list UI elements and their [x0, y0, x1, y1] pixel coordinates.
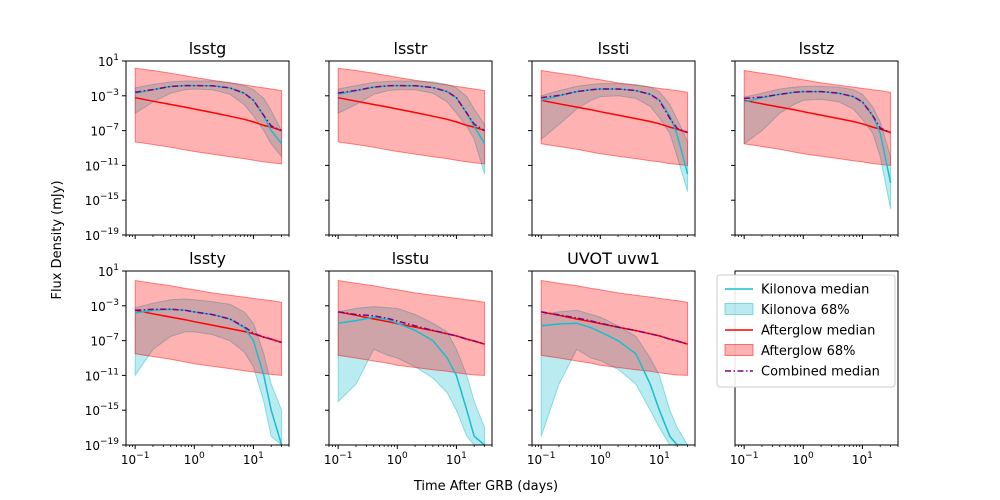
x-tick-label: 100 — [793, 451, 814, 467]
afterglow-68-band — [134, 279, 283, 376]
legend-box — [716, 274, 896, 388]
x-tick-label: 10−1 — [121, 451, 150, 467]
legend-entry: Afterglow median — [725, 324, 875, 339]
afterglow-median-line — [744, 99, 891, 134]
panels: lsstg 101 10−3 10−7 10−11 10−15 10−19 lsstr lsst… — [85, 39, 899, 467]
legend-entry: Kilonova median — [725, 283, 869, 298]
x-tick-label: 100 — [387, 451, 408, 467]
plot-area — [540, 279, 689, 445]
kilonova-68-band — [540, 83, 689, 192]
panel-uvot-uvw1: UVOT uvw1 10−1 100 101 — [527, 249, 696, 467]
legend-swatch — [724, 303, 754, 315]
x-tick-label: 10−1 — [324, 451, 353, 467]
y-tick-label: 10−3 — [90, 88, 119, 104]
x-tick-label: 100 — [590, 451, 611, 467]
x-tick-label: 101 — [852, 451, 873, 467]
afterglow-68-band — [540, 279, 689, 376]
kilonova-median-line — [135, 84, 283, 145]
panel-lsstr: lsstr — [325, 39, 493, 239]
x-tick-label: 100 — [184, 451, 205, 467]
x-tick-label: 101 — [243, 451, 264, 467]
afterglow-68-band — [337, 279, 486, 376]
axes-frame — [328, 60, 493, 236]
afterglow-median-line — [338, 96, 485, 132]
kilonova-68-band — [134, 80, 283, 159]
afterglow-median-line — [135, 96, 282, 132]
y-tick-label: 10−19 — [85, 437, 120, 453]
panel-lsstg: lsstg 101 10−3 10−7 10−11 10−15 10−19 — [85, 39, 290, 243]
y-tick-label: 101 — [98, 263, 119, 279]
kilonova-median-line — [541, 322, 688, 445]
legend-label: Afterglow 68% — [761, 344, 855, 359]
legend-entry: Afterglow 68% — [724, 344, 855, 359]
panel-title: lsstz — [799, 39, 835, 58]
axes-frame — [531, 270, 696, 446]
y-tick-label: 10−3 — [90, 298, 119, 314]
y-tick-label: 10−11 — [85, 367, 119, 383]
combined-median-line — [338, 311, 485, 345]
x-axis-label: Time After GRB (days) — [413, 479, 558, 494]
y-tick-label: 10−19 — [85, 227, 120, 243]
kilonova-68-band — [540, 309, 689, 445]
legend-entry: Combined median — [725, 365, 880, 380]
x-tick-label: 101 — [649, 451, 670, 467]
combined-median-line — [135, 84, 282, 132]
plot-area — [134, 67, 283, 165]
x-tick-label: 10−1 — [527, 451, 556, 467]
x-tick-label: 10−1 — [730, 451, 759, 467]
plot-area — [743, 69, 892, 209]
x-tick-label: 101 — [446, 451, 467, 467]
plot-area — [337, 67, 486, 175]
panel-title: lsstr — [394, 39, 428, 58]
kilonova-68-band — [337, 306, 486, 445]
panel-title: lssti — [598, 39, 630, 58]
afterglow-median-line — [541, 99, 688, 134]
afterglow-median-line — [135, 309, 282, 344]
plot-area — [134, 279, 283, 445]
axes-frame — [734, 60, 899, 236]
legend-label: Afterglow median — [761, 324, 875, 339]
axes-frame — [328, 270, 493, 446]
panel-title: lsstu — [392, 249, 430, 268]
y-tick-label: 10−7 — [90, 333, 119, 349]
plot-area — [540, 69, 689, 192]
kilonova-median-line — [338, 316, 486, 445]
kilonova-68-band — [134, 298, 283, 445]
panel-lsstu: lsstu 10−1 100 101 — [324, 249, 493, 467]
panel-title: lssty — [189, 249, 226, 268]
y-tick-label: 10−15 — [85, 402, 119, 418]
legend-label: Kilonova median — [761, 283, 869, 298]
combined-median-line — [338, 84, 485, 132]
combined-median-line — [744, 90, 891, 134]
axes-frame — [125, 270, 290, 446]
legend: Kilonova median Kilonova 68% Afterglow med… — [716, 274, 896, 388]
panel-lsstz: lsstz — [731, 39, 899, 239]
afterglow-median-line — [541, 311, 688, 345]
legend-swatch — [724, 344, 754, 356]
kilonova-median-line — [135, 308, 283, 445]
legend-label: Combined median — [761, 365, 880, 380]
panel-title: lsstg — [189, 39, 227, 58]
plot-area — [337, 279, 486, 445]
panel-title: UVOT uvw1 — [567, 249, 660, 268]
panel-lssti: lssti — [528, 39, 696, 239]
axes-frame — [125, 60, 290, 236]
y-tick-label: 101 — [98, 53, 119, 69]
y-tick-label: 10−7 — [90, 123, 119, 139]
axes-frame — [531, 60, 696, 236]
y-axis-label: Flux Density (mJy) — [50, 180, 65, 299]
legend-entry: Kilonova 68% — [724, 303, 850, 318]
y-tick-label: 10−11 — [85, 157, 119, 173]
y-tick-label: 10−15 — [85, 192, 119, 208]
afterglow-68-band — [134, 67, 283, 165]
legend-label: Kilonova 68% — [761, 303, 850, 318]
